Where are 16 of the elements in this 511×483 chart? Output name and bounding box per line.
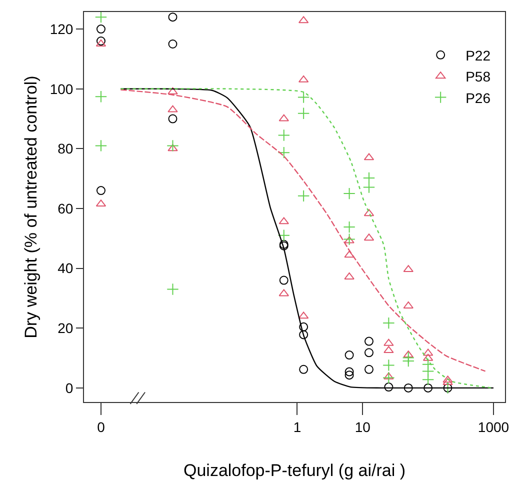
legend-label: P22 [466, 47, 491, 64]
x-tick-label: 1 [293, 418, 302, 435]
x-tick-label: 10 [354, 418, 371, 435]
x-tick-label: 1000 [478, 418, 510, 435]
y-tick-label: 20 [58, 320, 74, 336]
legend-label: P58 [466, 68, 491, 85]
y-tick-label: 40 [58, 260, 74, 276]
y-tick-label: 120 [50, 20, 74, 37]
y-tick-label: 80 [58, 140, 74, 157]
y-tick-label: 100 [50, 80, 74, 97]
y-tick-label: 60 [58, 200, 74, 216]
legend-label: P26 [466, 90, 491, 106]
y-axis-title: Dry weight (% of untreated control) [21, 76, 40, 338]
x-tick-label: 0 [97, 418, 106, 435]
y-tick-label: 0 [65, 380, 74, 396]
x-axis-title: Quizalofop-P-tefuryl (g ai/rai ) [183, 461, 406, 480]
